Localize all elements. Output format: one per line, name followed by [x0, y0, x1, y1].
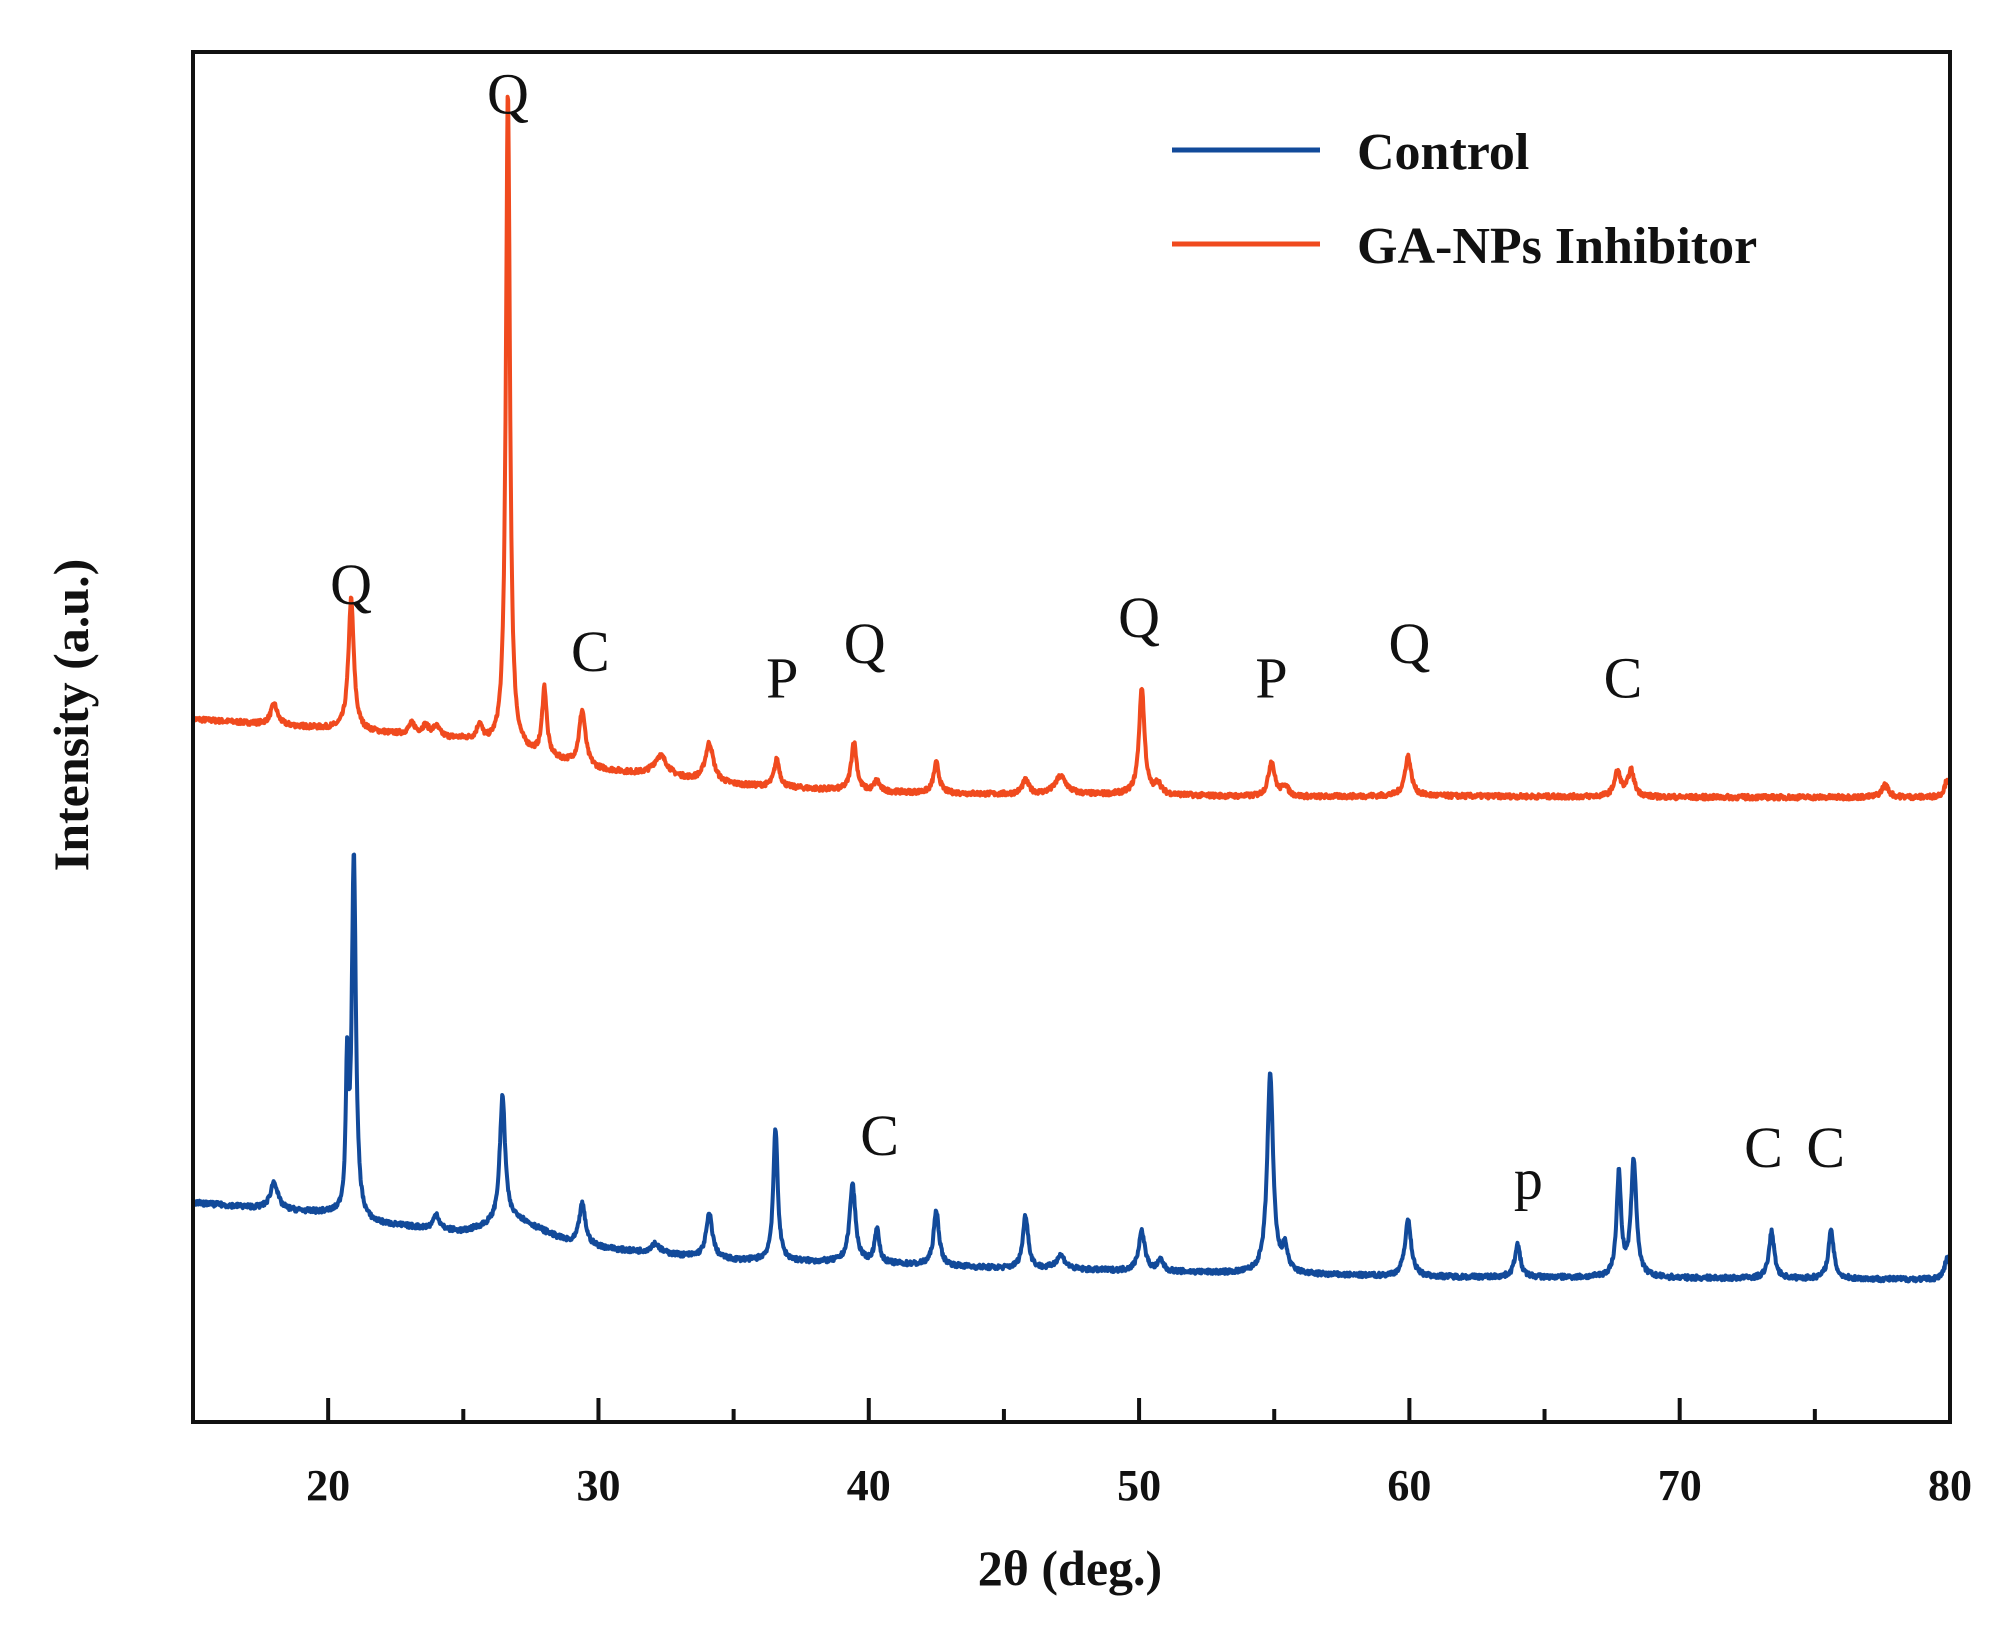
y-axis-title: Intensity (a.u.)	[43, 559, 99, 872]
peak-label-P: P	[1255, 645, 1287, 710]
x-axis-title: 2θ (deg.)	[978, 1540, 1162, 1596]
peak-label-C: C	[1744, 1115, 1783, 1180]
peak-label-Q: Q	[487, 62, 529, 127]
peak-label-Q: Q	[844, 611, 886, 676]
x-tick-label: 80	[1928, 1461, 1972, 1510]
x-tick-label: 40	[847, 1461, 891, 1510]
peak-label-Q: Q	[1388, 611, 1430, 676]
x-tick-label: 60	[1387, 1461, 1431, 1510]
peak-label-C: C	[860, 1103, 899, 1168]
plot-frame	[191, 50, 1952, 1424]
x-tick-label: 20	[306, 1461, 350, 1510]
x-tick-label: 30	[576, 1461, 620, 1510]
peak-label-Q: Q	[1118, 585, 1160, 650]
peak-label-C: C	[571, 619, 610, 684]
series-line-control	[191, 852, 1952, 1284]
legend-label-control: Control	[1357, 124, 1529, 181]
peak-label-C: C	[1604, 645, 1643, 710]
x-axis-ticks: 20 30 40 50 60 70 80	[306, 1398, 1972, 1510]
legend-label-ga-nps: GA-NPs Inhibitor	[1357, 218, 1757, 275]
legend: Control GA-NPs Inhibitor	[1172, 124, 1757, 275]
peak-label-C: C	[1806, 1115, 1845, 1180]
x-tick-label: 70	[1658, 1461, 1702, 1510]
peak-label-P: P	[766, 645, 798, 710]
peak-label-p: p	[1514, 1147, 1543, 1212]
series-line-ga-nps-inhibitor	[191, 94, 1952, 802]
peak-label-Q: Q	[330, 552, 372, 617]
series-traces	[191, 94, 1952, 1284]
x-tick-label: 50	[1117, 1461, 1161, 1510]
